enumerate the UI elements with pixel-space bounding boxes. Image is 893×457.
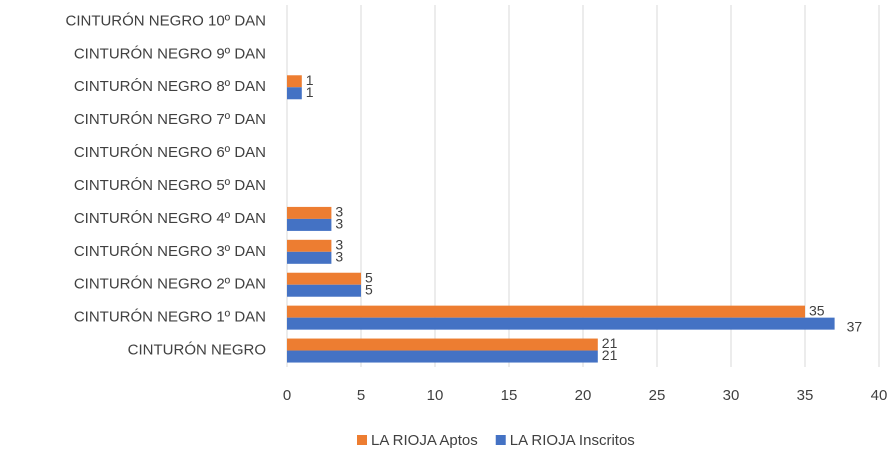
- y-tick-label: CINTURÓN NEGRO 8º DAN: [74, 78, 266, 95]
- legend-label: LA RIOJA Inscritos: [510, 432, 635, 449]
- value-label: 35: [809, 302, 825, 318]
- y-tick-label: CINTURÓN NEGRO 1º DAN: [74, 309, 266, 326]
- value-label: 5: [365, 281, 373, 297]
- x-tick-label: 10: [427, 387, 444, 404]
- value-label: 3: [335, 249, 343, 265]
- x-tick-label: 40: [871, 387, 888, 404]
- bar: [287, 218, 332, 231]
- value-label: 21: [602, 347, 618, 363]
- y-tick-label: CINTURÓN NEGRO 6º DAN: [74, 144, 266, 161]
- x-tick-label: 30: [723, 387, 740, 404]
- y-tick-label: CINTURÓN NEGRO: [128, 342, 266, 359]
- bar: [287, 75, 302, 88]
- value-label: 3: [335, 204, 343, 220]
- y-tick-label: CINTURÓN NEGRO 3º DAN: [74, 243, 266, 260]
- y-tick-label: CINTURÓN NEGRO 4º DAN: [74, 210, 266, 227]
- legend-swatch: [357, 435, 367, 445]
- x-tick-label: 35: [797, 387, 814, 404]
- y-tick-label: CINTURÓN NEGRO 9º DAN: [74, 45, 266, 62]
- bar: [287, 251, 332, 264]
- value-label: 5: [365, 269, 373, 285]
- value-label: 1: [306, 72, 314, 88]
- value-label: 37: [847, 318, 863, 334]
- value-label: 3: [335, 237, 343, 253]
- bar: [287, 239, 332, 252]
- bar: [287, 338, 598, 351]
- bar: [287, 317, 835, 330]
- bar: [287, 350, 598, 363]
- value-label: 3: [335, 216, 343, 232]
- y-tick-label: CINTURÓN NEGRO 2º DAN: [74, 276, 266, 293]
- bar: [287, 305, 805, 318]
- value-label: 21: [602, 335, 618, 351]
- bar: [287, 206, 332, 219]
- x-tick-label: 0: [283, 387, 291, 404]
- bar: [287, 272, 361, 285]
- x-tick-label: 20: [575, 387, 592, 404]
- x-tick-label: 25: [649, 387, 666, 404]
- y-tick-label: CINTURÓN NEGRO 5º DAN: [74, 177, 266, 194]
- y-tick-label: CINTURÓN NEGRO 7º DAN: [74, 111, 266, 128]
- bar: [287, 87, 302, 100]
- value-label: 1: [306, 84, 314, 100]
- legend-label: LA RIOJA Aptos: [371, 432, 478, 449]
- legend-swatch: [495, 435, 506, 445]
- x-tick-label: 15: [501, 387, 518, 404]
- x-tick-label: 5: [357, 387, 365, 404]
- bar: [287, 284, 361, 297]
- y-tick-label: CINTURÓN NEGRO 10º DAN: [65, 12, 266, 29]
